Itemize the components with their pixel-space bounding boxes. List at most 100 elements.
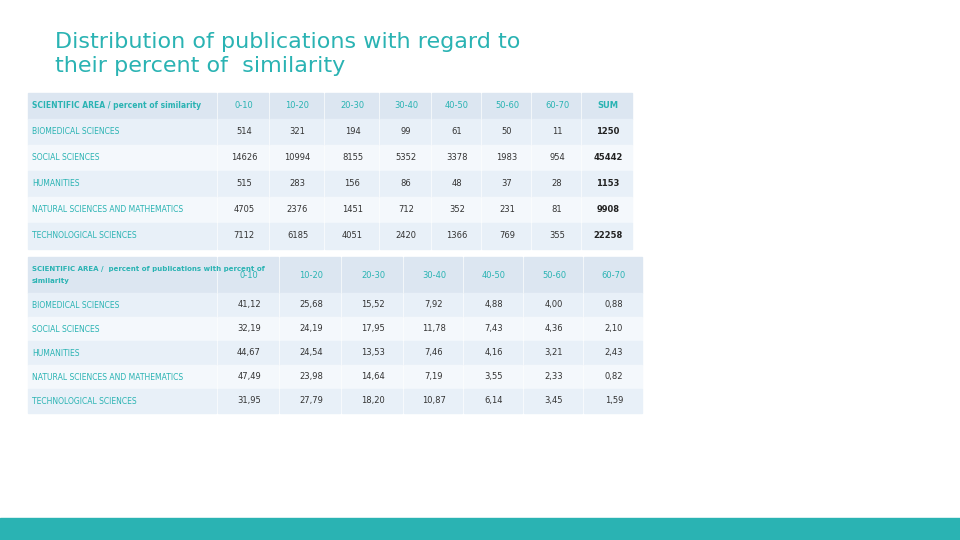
Text: 1,59: 1,59 (605, 396, 623, 406)
Text: SOCIAL SCIENCES: SOCIAL SCIENCES (32, 153, 100, 163)
Text: TECHNOLOGICAL SCIENCES: TECHNOLOGICAL SCIENCES (32, 232, 136, 240)
Bar (380, 197, 430, 223)
Text: 24,54: 24,54 (300, 348, 323, 357)
Text: 50-60: 50-60 (542, 271, 566, 280)
Bar (380, 93, 430, 119)
Text: 515: 515 (236, 179, 252, 188)
Text: 0,88: 0,88 (605, 300, 623, 309)
Text: 30-40: 30-40 (422, 271, 446, 280)
Text: 37: 37 (502, 179, 513, 188)
Bar (532, 171, 580, 197)
Bar (28, 197, 216, 223)
Bar (464, 317, 522, 341)
Bar (342, 257, 402, 293)
Bar (28, 223, 216, 249)
Text: 7112: 7112 (233, 232, 254, 240)
Bar (218, 145, 268, 171)
Bar (270, 145, 323, 171)
Bar (280, 341, 340, 365)
Bar (218, 223, 268, 249)
Bar (464, 389, 522, 413)
Bar (532, 145, 580, 171)
Text: 50: 50 (502, 127, 513, 137)
Bar (218, 293, 278, 317)
Text: 17,95: 17,95 (361, 325, 385, 334)
Text: 41,12: 41,12 (237, 300, 261, 309)
Bar (218, 389, 278, 413)
Text: 5352: 5352 (396, 153, 417, 163)
Text: 4,00: 4,00 (545, 300, 564, 309)
Text: 30-40: 30-40 (394, 102, 418, 111)
Text: 7,43: 7,43 (485, 325, 503, 334)
Text: 28: 28 (552, 179, 563, 188)
Bar (532, 119, 580, 145)
Text: 40-50: 40-50 (445, 102, 469, 111)
Text: 4051: 4051 (342, 232, 363, 240)
Bar (325, 145, 378, 171)
Bar (432, 93, 480, 119)
Text: 1983: 1983 (496, 153, 517, 163)
Text: 1250: 1250 (596, 127, 620, 137)
Bar (28, 171, 216, 197)
Text: 8155: 8155 (342, 153, 363, 163)
Text: 99: 99 (400, 127, 411, 137)
Bar (524, 341, 582, 365)
Bar (584, 365, 642, 389)
Text: 40-50: 40-50 (482, 271, 506, 280)
Bar (270, 223, 323, 249)
Bar (432, 145, 480, 171)
Bar (524, 257, 582, 293)
Bar (218, 197, 268, 223)
Text: 86: 86 (400, 179, 412, 188)
Text: 283: 283 (290, 179, 305, 188)
Text: 60-70: 60-70 (545, 102, 569, 111)
Bar (342, 341, 402, 365)
Text: TECHNOLOGICAL SCIENCES: TECHNOLOGICAL SCIENCES (32, 396, 136, 406)
Text: 60-70: 60-70 (602, 271, 626, 280)
Bar (532, 223, 580, 249)
Bar (584, 293, 642, 317)
Text: similarity: similarity (32, 279, 70, 285)
Bar (28, 365, 216, 389)
Bar (325, 171, 378, 197)
Bar (404, 317, 462, 341)
Text: 50-60: 50-60 (495, 102, 519, 111)
Bar (270, 119, 323, 145)
Text: 321: 321 (290, 127, 305, 137)
Bar (482, 119, 530, 145)
Bar (28, 389, 216, 413)
Bar (584, 317, 642, 341)
Text: 14,64: 14,64 (361, 373, 385, 381)
Bar (432, 119, 480, 145)
Bar (380, 223, 430, 249)
Text: 954: 954 (549, 153, 564, 163)
Text: BIOMEDICAL SCIENCES: BIOMEDICAL SCIENCES (32, 127, 119, 137)
Text: 4,16: 4,16 (485, 348, 503, 357)
Text: 1153: 1153 (596, 179, 620, 188)
Bar (464, 341, 522, 365)
Bar (28, 257, 216, 293)
Bar (280, 389, 340, 413)
Bar (584, 341, 642, 365)
Text: 769: 769 (499, 232, 515, 240)
Bar (342, 389, 402, 413)
Bar (404, 341, 462, 365)
Bar (432, 223, 480, 249)
Bar (325, 197, 378, 223)
Bar (28, 317, 216, 341)
Bar (532, 93, 580, 119)
Text: 81: 81 (552, 206, 563, 214)
Bar (280, 257, 340, 293)
Bar (582, 223, 632, 249)
Text: Distribution of publications with regard to: Distribution of publications with regard… (55, 32, 520, 52)
Text: 3,45: 3,45 (544, 396, 564, 406)
Text: 31,95: 31,95 (237, 396, 261, 406)
Bar (482, 223, 530, 249)
Text: 20-30: 20-30 (361, 271, 385, 280)
Bar (584, 257, 642, 293)
Text: 156: 156 (345, 179, 360, 188)
Bar (28, 145, 216, 171)
Bar (482, 93, 530, 119)
Bar (218, 93, 268, 119)
Bar (482, 171, 530, 197)
